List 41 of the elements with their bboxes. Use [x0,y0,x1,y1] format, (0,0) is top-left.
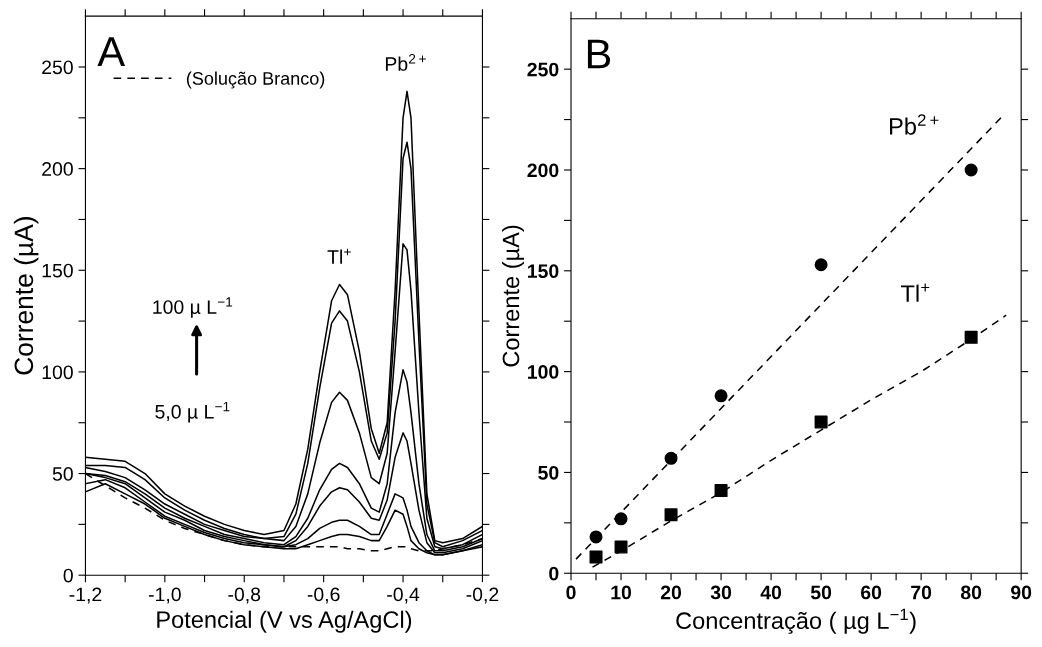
annotation: Tl$^{+}$ [327,248,351,264]
x-tick-label: 60 [861,585,882,600]
x-tick-label: 0 [566,585,576,600]
y-tick-label: 200 [42,162,73,176]
y-tick-label: 0 [549,566,559,581]
x-tick-label: 90 [1011,585,1032,600]
y-tick-label: 100 [42,365,73,380]
x-tick-label: -0,8 [228,587,261,604]
annotation: 100 µ L$^{−1}$ [153,297,233,318]
x-tick-label: 80 [960,585,982,600]
x-tick-label: 50 [810,585,832,600]
x-axis-title: Potencial (V vs Ag/AgCl) [157,610,412,633]
annotation: Pb$^{2+}$ [385,53,426,71]
x-tick-label: -1,2 [69,587,102,604]
x-tick-label: -0,6 [307,587,340,604]
x-tick-label: 30 [710,585,732,600]
y-tick-label: 200 [527,163,559,178]
x-tick-label: -0,2 [466,587,499,604]
x-tick-label: 70 [911,585,932,600]
x-tick-label: 20 [660,585,682,600]
series-label: Pb$^{2+}$ [890,114,939,135]
x-axis-title: Concentração ( µg L$^{−1}$) [676,608,916,634]
y-tick-label: 250 [527,62,559,77]
y-tick-label: 50 [52,467,73,481]
x-tick-label: -1,0 [148,587,181,604]
x-tick-label: 10 [611,585,632,600]
x-tick-label: 40 [760,585,782,600]
y-tick-label: 50 [538,465,559,480]
legend-label: (Solução Branco) [186,71,325,89]
y-tick-label: 150 [528,264,559,279]
y-tick-label: 100 [528,365,559,379]
series-label: Tl$^{+}$ [901,283,930,302]
y-tick-label: 250 [42,60,73,75]
y-axis-title: Corrente (µA) [501,225,524,367]
annotation: 5,0 µ L$^{−1}$ [155,401,230,423]
annotation: B [587,39,611,69]
y-axis-title: Corrente (µA) [13,217,39,375]
x-tick-label: -0,4 [387,587,420,604]
y-tick-label: 0 [63,568,73,583]
y-tick-label: 150 [42,263,73,278]
annotation: A [97,37,126,66]
